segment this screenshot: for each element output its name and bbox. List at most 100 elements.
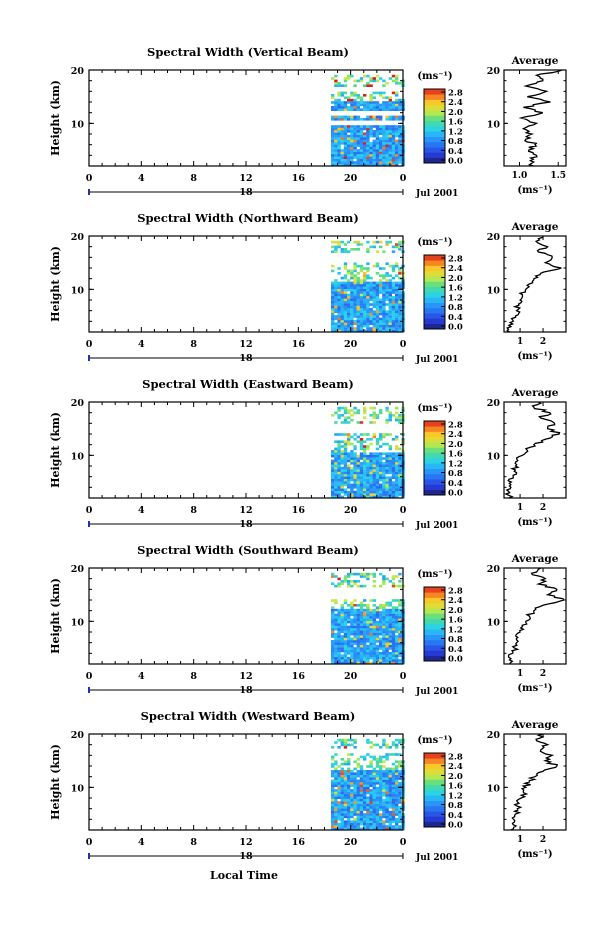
heatmap-cell: [356, 474, 360, 477]
heatmap-cell: [363, 818, 367, 821]
heatmap-cell: [359, 296, 364, 299]
heatmap-cell: [375, 803, 380, 807]
heatmap-cell: [343, 433, 348, 436]
heatmap-cell: [334, 250, 338, 253]
heatmap-cell: [369, 784, 373, 787]
heatmap-cell: [337, 613, 341, 617]
heatmap-cell: [359, 476, 364, 479]
heatmap-cell: [363, 142, 367, 145]
colorbar-tick-label: 2.8: [448, 753, 463, 763]
heatmap-cell: [353, 161, 357, 164]
heatmap-cell: [379, 438, 383, 441]
heatmap-cell: [366, 317, 370, 321]
heatmap-cell: [340, 466, 344, 470]
heatmap-cell: [334, 808, 338, 811]
heatmap-cell: [350, 146, 354, 150]
heatmap-cell: [388, 611, 392, 614]
heatmap-cell: [385, 293, 389, 297]
heatmap-cell: [382, 91, 386, 95]
heatmap-cell: [372, 604, 376, 607]
heatmap-cell: [398, 784, 402, 787]
heatmap-cell: [350, 495, 354, 499]
heatmap-cell: [366, 825, 370, 828]
heatmap-cell: [391, 486, 396, 489]
heatmap-cell: [347, 146, 351, 150]
heatmap-cell: [340, 758, 344, 761]
heatmap-cell: [331, 245, 335, 249]
heatmap-cell: [356, 317, 360, 321]
heatmap-cell: [334, 103, 338, 107]
heatmap-cell: [375, 493, 380, 496]
heatmap-cell: [382, 144, 386, 147]
heatmap-cell: [337, 628, 341, 631]
colorbar-band: [424, 634, 445, 641]
heatmap-cell: [379, 91, 383, 95]
heatmap-cell: [366, 765, 370, 768]
heatmap-cell: [350, 288, 354, 292]
heatmap-cell: [347, 767, 351, 771]
heatmap-cell: [334, 772, 338, 775]
heatmap-cell: [363, 794, 367, 797]
heatmap-cell: [359, 789, 364, 792]
heatmap-cell: [350, 808, 354, 811]
heatmap-cell: [388, 746, 392, 749]
heatmap-cell: [385, 310, 389, 313]
heatmap-cell: [391, 481, 396, 484]
heatmap-cell: [398, 782, 402, 785]
heatmap-cell: [395, 281, 399, 285]
heatmap-cell: [353, 474, 357, 477]
heatmap-cell: [369, 478, 373, 482]
heatmap-cell: [375, 457, 380, 460]
x-tick-label: 12: [239, 671, 252, 682]
day-label: 18: [239, 187, 253, 198]
heatmap-cell: [366, 490, 370, 494]
heatmap-cell: [379, 103, 383, 107]
heatmap-cell: [353, 320, 357, 323]
heatmap-cell: [353, 103, 357, 107]
heatmap-cell: [359, 103, 364, 107]
heatmap-cell: [343, 322, 348, 325]
heatmap-cell: [340, 822, 344, 826]
heatmap-cell: [398, 584, 402, 588]
heatmap-cell: [331, 628, 335, 631]
heatmap-cell: [343, 310, 348, 313]
heatmap-cell: [369, 822, 373, 826]
heatmap-cell: [363, 758, 367, 761]
heatmap-cell: [359, 815, 364, 819]
heatmap-cell: [385, 464, 389, 467]
heatmap-cell: [385, 142, 389, 145]
heatmap-cell: [363, 808, 367, 811]
heatmap-cell: [395, 142, 399, 145]
colorbar-band: [424, 758, 445, 764]
heatmap-cell: [331, 144, 335, 147]
heatmap-cell: [391, 264, 396, 268]
heatmap-cell: [388, 108, 392, 111]
heatmap-cell: [363, 149, 367, 152]
heatmap-cell: [375, 137, 380, 140]
heatmap-cell: [395, 296, 399, 299]
heatmap-cell: [366, 447, 370, 451]
heatmap-cell: [379, 284, 383, 287]
heatmap-cell: [398, 276, 402, 280]
heatmap-cell: [356, 329, 360, 333]
heatmap-cell: [334, 411, 338, 415]
heatmap-cell: [391, 606, 396, 609]
heatmap-cell: [340, 421, 344, 424]
heatmap-cell: [337, 329, 341, 333]
heatmap-cell: [382, 284, 386, 287]
heatmap-cell: [391, 291, 396, 294]
heatmap-cell: [388, 327, 392, 330]
heatmap-cell: [340, 784, 344, 787]
heatmap-cell: [337, 640, 341, 643]
heatmap-cell: [395, 115, 399, 119]
y-tick-label: 10: [71, 119, 85, 130]
heatmap-cell: [388, 144, 392, 147]
heatmap-cell: [391, 108, 396, 111]
heatmap-cell: [388, 637, 392, 641]
heatmap-cell: [350, 772, 354, 775]
colorbar-band: [424, 421, 445, 427]
heatmap-cell: [340, 452, 344, 455]
heatmap-cell: [379, 486, 383, 489]
heatmap-cell: [385, 322, 389, 325]
